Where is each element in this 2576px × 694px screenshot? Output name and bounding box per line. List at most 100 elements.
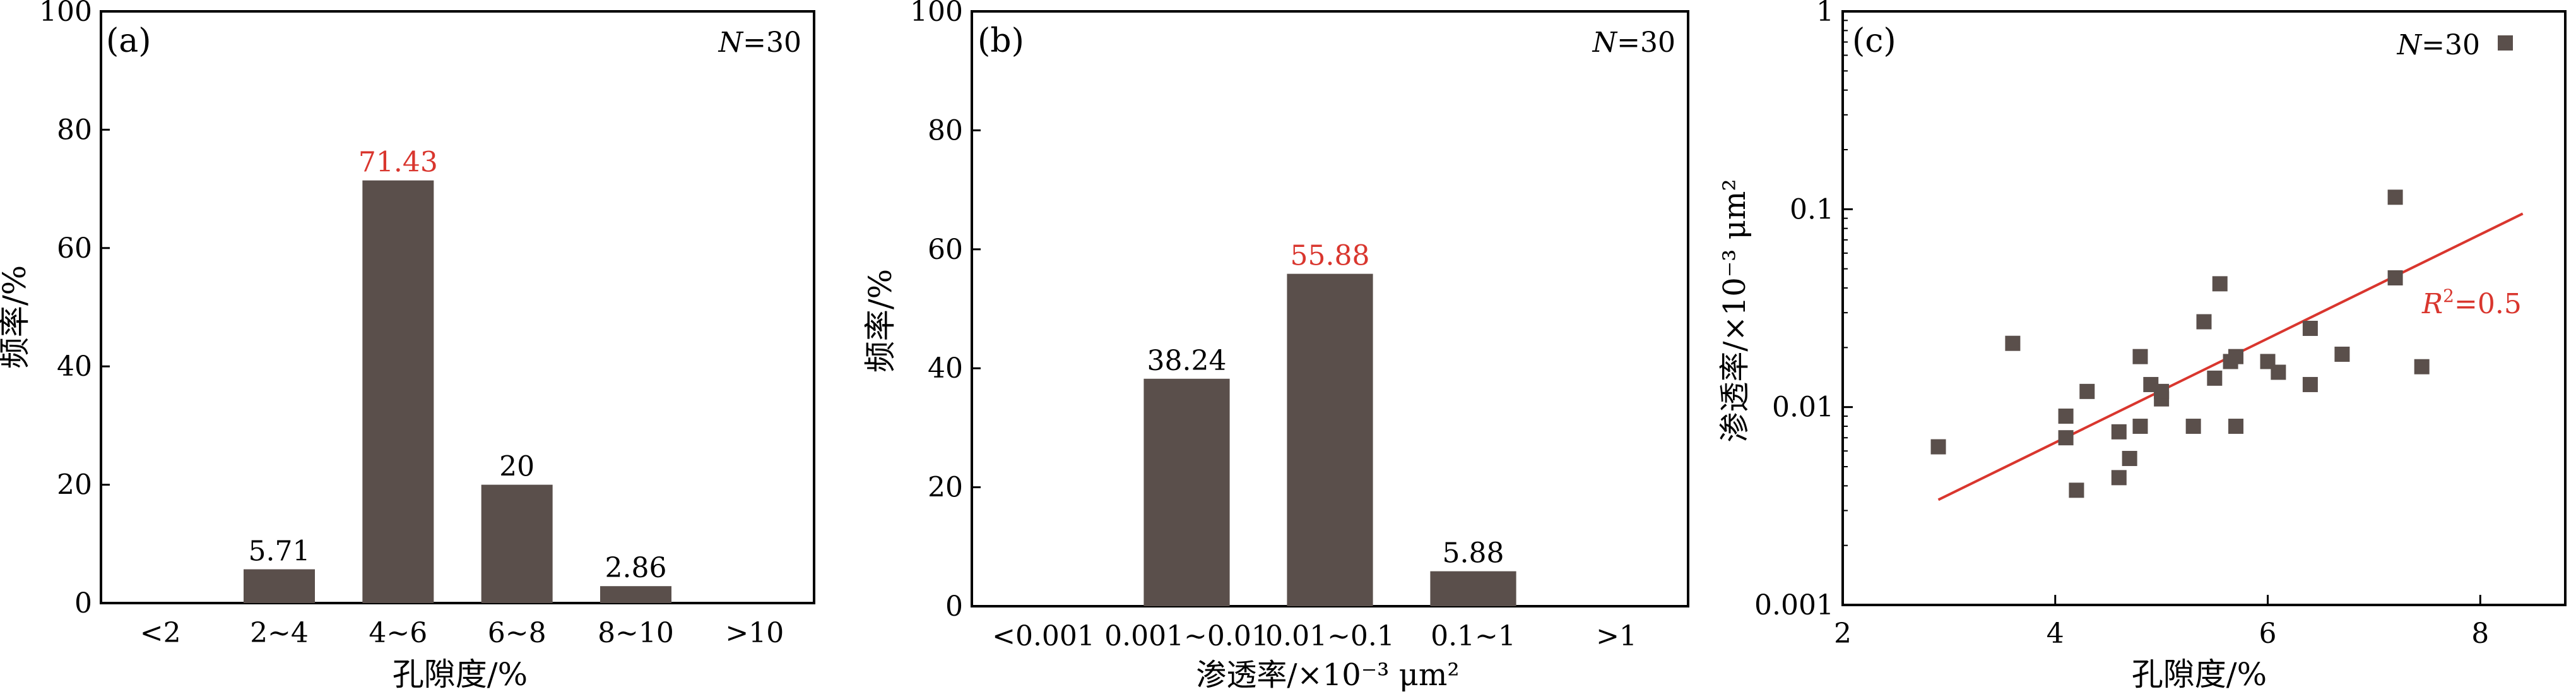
plot-frame [100, 10, 815, 604]
panel-c-plot-area: 0.001 0.01 0.1 1 2 4 6 8 [1754, 0, 2567, 650]
bar [600, 586, 671, 603]
panel-a-porosity-histogram: 0 20 40 60 80 100 <2 5.71 2~4 71.43 4~6 20 6~8 2.86 8~… [0, 0, 815, 693]
x-tick-label: 6~8 [488, 617, 547, 649]
data-point [2387, 189, 2403, 205]
data-point [2154, 383, 2170, 399]
bar-value-label: 55.88 [1291, 240, 1370, 272]
x-tick-label: 0.01~0.1 [1265, 620, 1395, 652]
panel-a-y-axis-label: 频率/% [0, 265, 33, 369]
panel-b-x-axis-label: 渗透率/×10⁻³ μm² [1196, 657, 1459, 693]
panel-c-label: (c) [1852, 22, 1896, 60]
y-tick-label: 40 [57, 350, 92, 383]
panel-b-plot-area: 0 20 40 60 80 100 <0.001 38.24 0.001~0.01 55.88 0.… [910, 0, 1689, 652]
panel-b-n-label: N=30 [1592, 27, 1675, 59]
data-point [2302, 376, 2318, 392]
x-tick-label: 0.001~0.01 [1104, 620, 1269, 652]
y-tick-label: 0 [945, 590, 963, 623]
data-point [2414, 359, 2430, 374]
data-point [2132, 349, 2148, 364]
data-point [2196, 314, 2212, 330]
panel-a-n-var: N [718, 27, 744, 59]
panel-c-fit-var: R [2421, 288, 2443, 320]
panel-b-n-rest: =30 [1617, 27, 1675, 59]
bar-value-label: 5.88 [1443, 537, 1504, 570]
data-point [2207, 370, 2223, 386]
bar-value-label: 20 [499, 451, 535, 483]
x-tick-label: 6 [2259, 618, 2277, 650]
y-tick-label: 100 [39, 0, 92, 28]
panel-a-plot-area: 0 20 40 60 80 100 <2 5.71 2~4 71.43 4~6 20 6~8 2.86 8~… [39, 0, 815, 649]
data-point [2132, 419, 2148, 434]
data-point [2185, 419, 2201, 434]
panel-a-n-label: N=30 [718, 27, 801, 59]
panel-c-legend-marker [2498, 35, 2513, 51]
panel-b-permeability-histogram: 0 20 40 60 80 100 <0.001 38.24 0.001~0.01 55.88 0.… [862, 0, 1689, 693]
bar-value-label: 5.71 [249, 535, 310, 567]
panel-c-legend: N=30 [2397, 29, 2513, 61]
y-tick-label: 0 [74, 587, 92, 619]
panel-c-n-var: N [2397, 29, 2423, 61]
bar-value-label: 38.24 [1147, 345, 1227, 377]
bar-value-label: 2.86 [605, 552, 667, 584]
y-tick-label: 20 [928, 472, 963, 504]
bar [1430, 571, 1516, 606]
y-tick-label: 1 [1816, 0, 1834, 28]
panel-c-n-rest: =30 [2421, 29, 2480, 61]
data-point [2122, 451, 2137, 467]
panel-c-fit-rest: =0.5 [2454, 288, 2522, 320]
x-tick-label: <0.001 [992, 620, 1095, 652]
data-point [2111, 424, 2127, 440]
data-point [2387, 270, 2403, 285]
x-tick-label: 8 [2471, 618, 2489, 650]
bar [362, 180, 434, 603]
y-tick-label: 60 [57, 232, 92, 265]
data-point [2212, 276, 2228, 292]
bar [244, 569, 315, 603]
panel-a-label: (a) [106, 22, 151, 60]
y-tick-label: 0.1 [1790, 193, 1834, 225]
data-point [2069, 482, 2084, 498]
data-point [2334, 346, 2350, 362]
data-point [2302, 320, 2318, 336]
data-point [2079, 383, 2095, 399]
x-tick-label: 2 [1834, 618, 1852, 650]
plot-frame [1841, 10, 2567, 606]
y-tick-label: 40 [928, 352, 963, 385]
data-point [2058, 430, 2074, 446]
data-point [2111, 470, 2127, 486]
panel-b-label: (b) [978, 22, 1024, 60]
bar [481, 484, 553, 603]
y-tick-label: 0.001 [1754, 589, 1834, 621]
panel-c-n-label: N=30 [2397, 29, 2480, 61]
y-tick-label: 80 [57, 114, 92, 146]
data-point [2005, 335, 2021, 351]
x-tick-label: 8~10 [598, 617, 674, 649]
y-tick-label: 80 [928, 114, 963, 147]
bar-value-label: 71.43 [358, 147, 438, 179]
y-tick-label: 0.01 [1772, 392, 1834, 424]
x-tick-label: >1 [1596, 620, 1637, 652]
x-tick-label: 2~4 [250, 617, 309, 649]
panel-a-x-axis-label: 孔隙度/% [393, 656, 528, 693]
y-tick-label: 20 [57, 469, 92, 501]
panel-a-n-rest: =30 [743, 27, 801, 59]
bar [1143, 378, 1230, 606]
x-tick-label: 4 [2047, 618, 2064, 650]
x-tick-label: >10 [725, 617, 784, 649]
y-tick-label: 100 [910, 0, 963, 28]
data-point [2271, 364, 2286, 380]
bar [1287, 273, 1373, 606]
panel-c-fit-sup: 2 [2443, 285, 2454, 306]
x-tick-label: 4~6 [369, 617, 427, 649]
x-tick-label: <2 [140, 617, 181, 649]
data-point [2228, 349, 2244, 364]
panel-c-x-axis-label: 孔隙度/% [2132, 656, 2267, 693]
panel-b-n-var: N [1592, 27, 1618, 59]
panel-b-y-axis-label: 频率/% [862, 269, 899, 373]
y-tick-label: 60 [928, 234, 963, 266]
panel-c-y-axis-label: 渗透率/×10⁻³ μm² [1717, 179, 1752, 442]
data-point [1930, 439, 1946, 455]
data-point [2228, 419, 2244, 434]
